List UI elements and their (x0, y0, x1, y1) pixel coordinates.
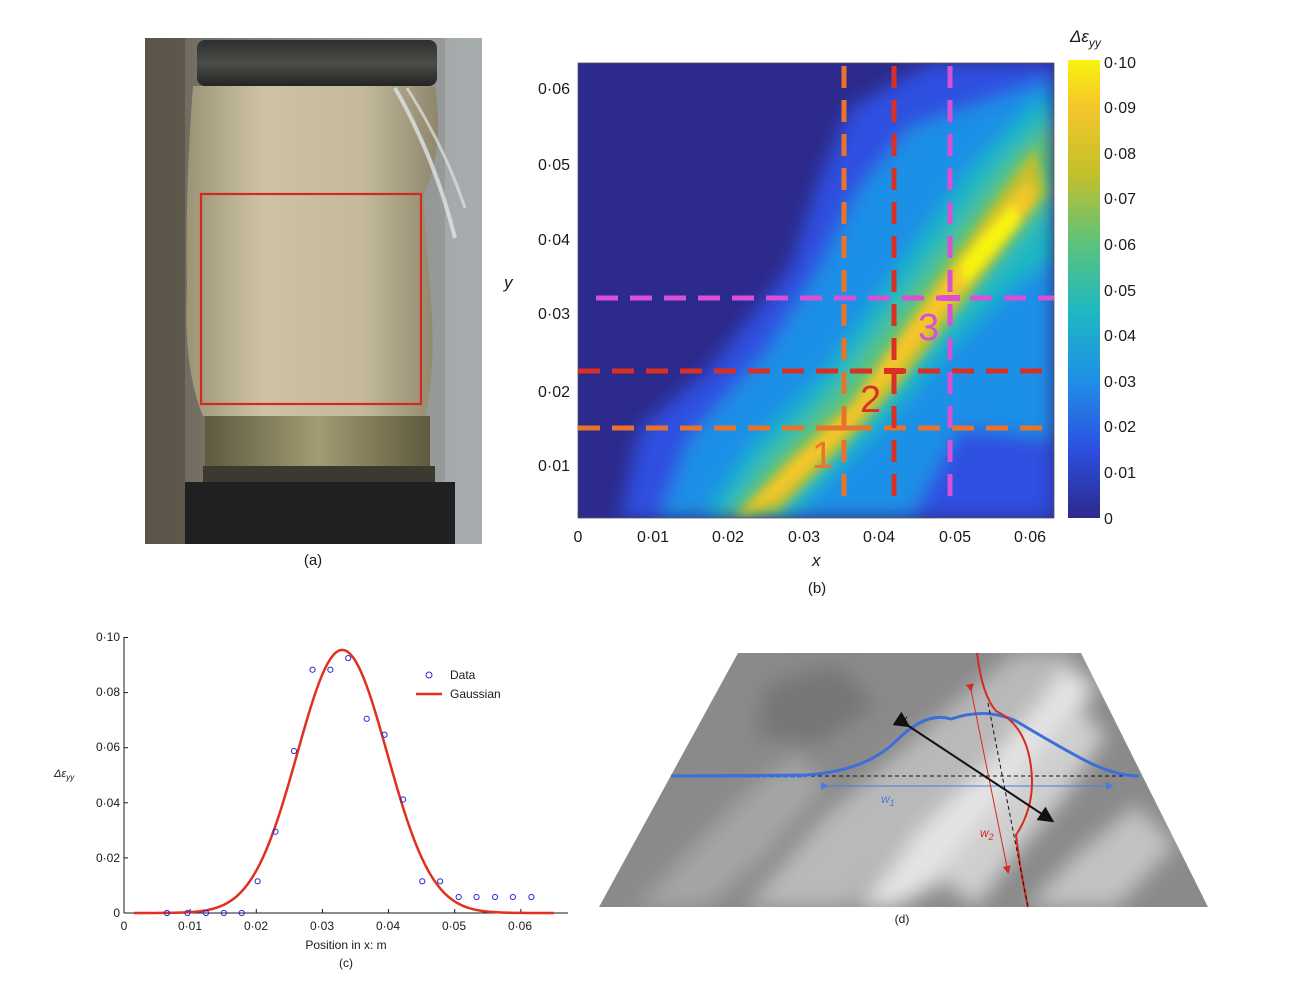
cbar-tick: 0·04 (1104, 328, 1136, 345)
chart-ytick: 0·06 (96, 740, 120, 754)
ytick: 0·02 (538, 384, 570, 401)
label-w: w (898, 712, 908, 726)
data-point (509, 893, 516, 901)
chart-axes (123, 637, 568, 914)
chart-ytick: 0·10 (96, 630, 120, 644)
cbar-tick: 0·02 (1104, 419, 1136, 436)
chart-xtick: 0·03 (310, 919, 334, 933)
chart-y-ticks: 0 0·02 0·04 0·06 0·08 0·10 (96, 630, 120, 920)
ytick: 0·05 (538, 157, 570, 174)
data-point (345, 655, 352, 662)
xtick: 0·03 (788, 529, 820, 546)
data-point (363, 715, 370, 722)
chart-x-label: Position in x: m (305, 938, 386, 952)
chart-xtick: 0·04 (376, 919, 400, 933)
chart-ytick: 0·02 (96, 851, 120, 865)
data-point (163, 909, 171, 917)
caption-a: (a) (303, 552, 323, 569)
cbar-tick: 0·09 (1104, 100, 1136, 117)
data-point (202, 909, 210, 917)
caption-b: (b) (807, 580, 827, 597)
cbar-tick: 0·03 (1104, 374, 1136, 391)
chart-xtick: 0·06 (508, 919, 532, 933)
legend-data-label: Data (450, 668, 476, 682)
legend-data-marker (425, 671, 433, 679)
data-point (309, 666, 316, 673)
chart-legend: Data Gaussian (416, 668, 501, 701)
data-point (528, 893, 535, 901)
chart-xtick: 0·01 (178, 919, 202, 933)
data-point (400, 796, 407, 803)
data-point (254, 878, 261, 885)
cbar-tick: 0 (1104, 511, 1113, 528)
data-point (437, 878, 444, 885)
ytick: 0·04 (538, 232, 570, 249)
w-arrow (892, 711, 1055, 823)
gaussian-fit-line (133, 648, 554, 915)
chart-ytick: 0 (113, 906, 120, 920)
data-point (290, 747, 298, 755)
xtick: 0 (574, 529, 583, 546)
panel-b-heatmap: 1 2 3 0·01 0·02 0·03 0·04 0·05 0·06 y 0 … (490, 18, 1170, 598)
data-point (455, 893, 462, 901)
label-2: 2 (860, 379, 881, 421)
strain-heatmap (578, 63, 1054, 518)
chart-xtick: 0·02 (244, 919, 268, 933)
y-axis-ticks: 0·01 0·02 0·03 0·04 0·05 0·06 (538, 81, 570, 475)
chart-xtick: 0·05 (442, 919, 466, 933)
label-w2: w2 (980, 826, 994, 842)
label-w1: w1 (881, 792, 895, 808)
data-point (327, 666, 334, 673)
gray-surface (599, 653, 1208, 907)
cbar-tick: 0·06 (1104, 237, 1136, 254)
region-of-interest-box (199, 192, 423, 406)
xtick: 0·04 (863, 529, 895, 546)
chart-xtick: 0 (121, 919, 128, 933)
caption-c: (c) (339, 956, 353, 970)
x-axis-ticks: 0 0·01 0·02 0·03 0·04 0·05 0·06 (574, 529, 1047, 546)
chart-ytick: 0·04 (96, 796, 120, 810)
data-point (473, 893, 480, 901)
chart-y-label: Δεyy (53, 768, 75, 782)
y-axis-label: y (503, 273, 514, 292)
data-point (238, 909, 245, 917)
xtick: 0·06 (1014, 529, 1046, 546)
cbar-tick: 0·01 (1104, 465, 1136, 482)
ytick: 0·06 (538, 81, 570, 98)
colorbar-ticks: 0·10 0·09 0·08 0·07 0·06 0·05 0·04 0·03 … (1104, 55, 1136, 528)
label-3: 3 (918, 307, 939, 349)
cbar-tick: 0·07 (1104, 191, 1136, 208)
ytick: 0·01 (538, 458, 570, 475)
cbar-tick: 0·10 (1104, 55, 1136, 72)
data-point (491, 893, 499, 901)
ytick: 0·03 (538, 306, 570, 323)
panel-d-surface: w1 w2 w (596, 645, 1246, 935)
xtick: 0·02 (712, 529, 744, 546)
guide-lines (578, 66, 1054, 496)
cbar-tick: 0·08 (1104, 146, 1136, 163)
label-1: 1 (812, 435, 833, 477)
panel-c-chart: 0 0·02 0·04 0·06 0·08 0·10 0 0·01 0·02 0… (40, 625, 600, 975)
xtick: 0·05 (939, 529, 971, 546)
data-point (419, 878, 426, 885)
x-axis-label: x (811, 551, 821, 570)
specimen-photo (145, 38, 482, 544)
data-point (184, 909, 191, 917)
caption-d: (d) (894, 912, 910, 926)
chart-ytick: 0·08 (96, 685, 120, 699)
data-point (220, 909, 227, 917)
chart-x-ticks: 0 0·01 0·02 0·03 0·04 0·05 0·06 (121, 919, 533, 933)
legend-gaussian-label: Gaussian (450, 687, 501, 701)
data-point (272, 828, 279, 835)
panel-a-photo (145, 38, 482, 544)
data-point (381, 731, 388, 738)
cbar-tick: 0·05 (1104, 283, 1136, 300)
colorbar-title: Δεyy (1069, 27, 1102, 50)
colorbar (1068, 60, 1100, 518)
xtick: 0·01 (637, 529, 669, 546)
